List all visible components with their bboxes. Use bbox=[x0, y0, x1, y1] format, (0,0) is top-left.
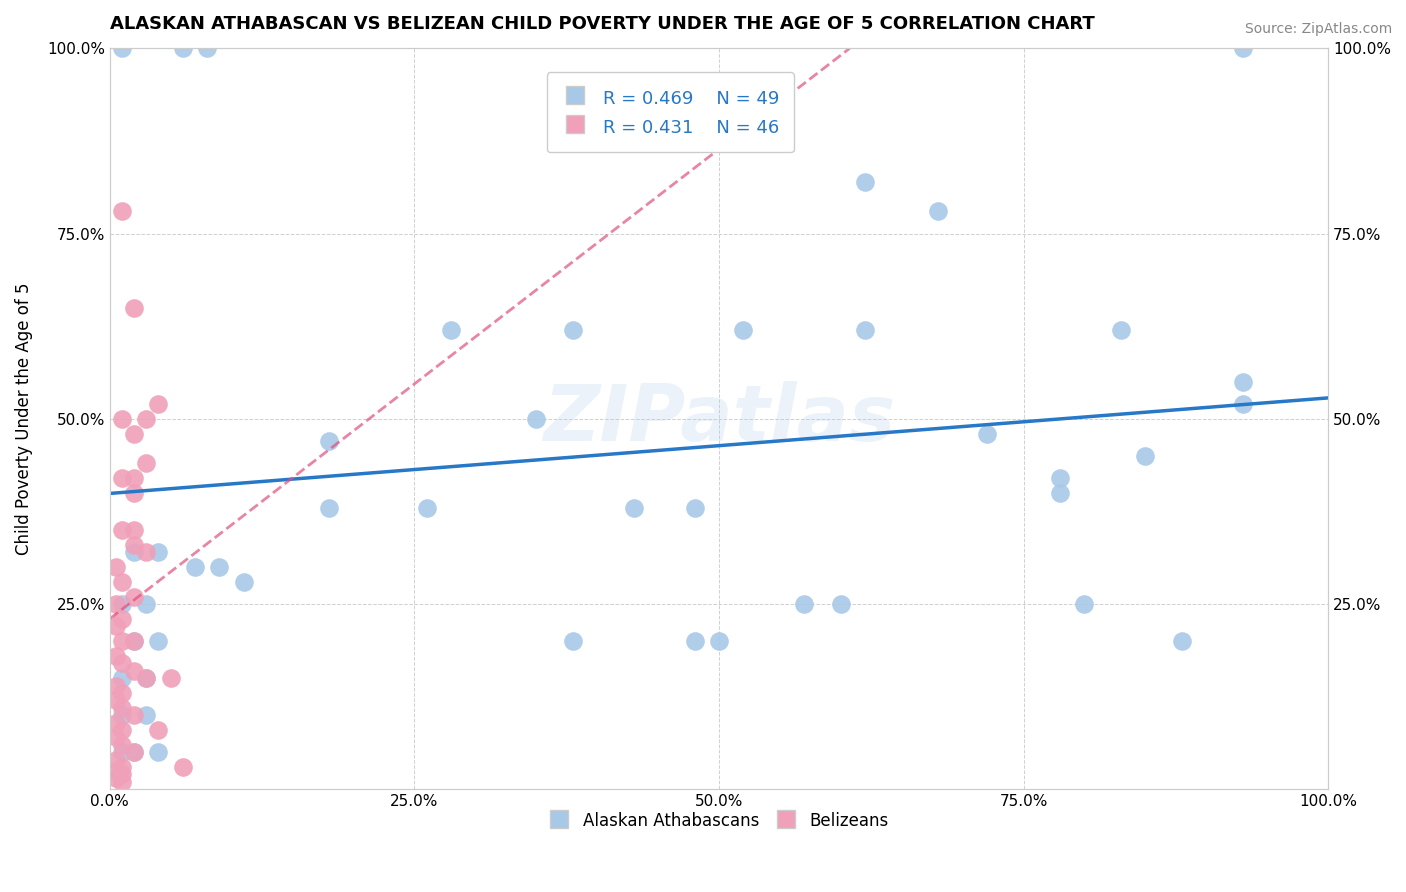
Point bbox=[853, 175, 876, 189]
Point bbox=[733, 323, 755, 337]
Point bbox=[159, 671, 181, 685]
Point bbox=[135, 456, 157, 470]
Point bbox=[793, 597, 815, 611]
Point bbox=[1135, 449, 1157, 463]
Point bbox=[683, 500, 706, 515]
Point bbox=[148, 545, 170, 559]
Point bbox=[104, 648, 127, 663]
Y-axis label: Child Poverty Under the Age of 5: Child Poverty Under the Age of 5 bbox=[15, 283, 32, 555]
Point bbox=[415, 500, 437, 515]
Point bbox=[707, 634, 730, 648]
Point bbox=[111, 767, 134, 781]
Point bbox=[135, 412, 157, 426]
Point bbox=[623, 500, 645, 515]
Point bbox=[172, 41, 194, 55]
Point bbox=[111, 634, 134, 648]
Point bbox=[1171, 634, 1194, 648]
Point bbox=[111, 686, 134, 700]
Text: ZIPatlas: ZIPatlas bbox=[543, 381, 896, 457]
Point bbox=[318, 434, 340, 448]
Point bbox=[561, 634, 583, 648]
Point bbox=[1049, 471, 1071, 485]
Point bbox=[122, 708, 145, 723]
Point bbox=[122, 301, 145, 315]
Point bbox=[104, 597, 127, 611]
Point bbox=[104, 693, 127, 707]
Point bbox=[111, 41, 134, 55]
Point bbox=[111, 657, 134, 671]
Point bbox=[122, 634, 145, 648]
Text: Source: ZipAtlas.com: Source: ZipAtlas.com bbox=[1244, 22, 1392, 37]
Point bbox=[111, 412, 134, 426]
Point bbox=[111, 723, 134, 737]
Point bbox=[976, 426, 998, 441]
Point bbox=[122, 426, 145, 441]
Point bbox=[111, 671, 134, 685]
Point bbox=[111, 204, 134, 219]
Point bbox=[111, 700, 134, 714]
Point bbox=[927, 204, 949, 219]
Point bbox=[184, 560, 207, 574]
Point bbox=[122, 745, 145, 759]
Point bbox=[1049, 486, 1071, 500]
Legend: Alaskan Athabascans, Belizeans: Alaskan Athabascans, Belizeans bbox=[543, 805, 896, 837]
Point bbox=[135, 671, 157, 685]
Point bbox=[135, 671, 157, 685]
Point bbox=[208, 560, 231, 574]
Point bbox=[122, 745, 145, 759]
Point bbox=[122, 523, 145, 537]
Point bbox=[111, 745, 134, 759]
Point bbox=[104, 715, 127, 730]
Point bbox=[172, 760, 194, 774]
Point bbox=[104, 679, 127, 693]
Point bbox=[104, 771, 127, 785]
Point bbox=[111, 612, 134, 626]
Point bbox=[122, 545, 145, 559]
Point bbox=[104, 753, 127, 767]
Point bbox=[111, 574, 134, 589]
Point bbox=[1109, 323, 1132, 337]
Point bbox=[122, 471, 145, 485]
Point bbox=[104, 560, 127, 574]
Point bbox=[683, 634, 706, 648]
Point bbox=[135, 545, 157, 559]
Point bbox=[111, 708, 134, 723]
Point bbox=[232, 574, 254, 589]
Point bbox=[524, 412, 547, 426]
Point bbox=[148, 634, 170, 648]
Point bbox=[104, 764, 127, 778]
Point bbox=[104, 619, 127, 633]
Point bbox=[195, 41, 218, 55]
Point bbox=[440, 323, 463, 337]
Point bbox=[122, 486, 145, 500]
Point bbox=[148, 397, 170, 411]
Point bbox=[148, 723, 170, 737]
Point bbox=[830, 597, 852, 611]
Point bbox=[111, 523, 134, 537]
Text: ALASKAN ATHABASCAN VS BELIZEAN CHILD POVERTY UNDER THE AGE OF 5 CORRELATION CHAR: ALASKAN ATHABASCAN VS BELIZEAN CHILD POV… bbox=[110, 15, 1094, 33]
Point bbox=[853, 323, 876, 337]
Point bbox=[148, 745, 170, 759]
Point bbox=[111, 774, 134, 789]
Point bbox=[122, 590, 145, 604]
Point bbox=[111, 471, 134, 485]
Point bbox=[122, 538, 145, 552]
Point bbox=[561, 323, 583, 337]
Point bbox=[1232, 375, 1254, 389]
Point bbox=[111, 597, 134, 611]
Point bbox=[318, 500, 340, 515]
Point bbox=[1073, 597, 1095, 611]
Point bbox=[135, 708, 157, 723]
Point bbox=[111, 738, 134, 752]
Point bbox=[1232, 41, 1254, 55]
Point bbox=[1232, 397, 1254, 411]
Point bbox=[135, 597, 157, 611]
Point bbox=[104, 731, 127, 745]
Point bbox=[122, 634, 145, 648]
Point bbox=[111, 760, 134, 774]
Point bbox=[122, 664, 145, 678]
